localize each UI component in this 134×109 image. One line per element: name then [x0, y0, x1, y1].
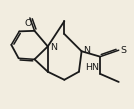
Text: N: N: [84, 46, 91, 55]
Text: O: O: [25, 19, 32, 28]
Text: N: N: [50, 43, 57, 52]
Text: HN: HN: [85, 63, 99, 72]
Text: S: S: [121, 46, 127, 55]
